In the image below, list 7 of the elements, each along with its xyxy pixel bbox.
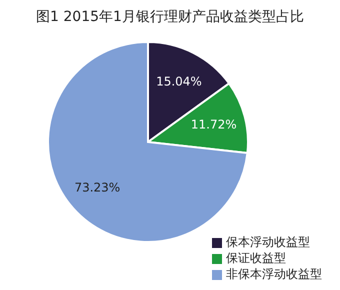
data-label: 11.72% bbox=[190, 118, 237, 132]
data-label: 73.23% bbox=[74, 180, 120, 194]
chart-title: 图1 2015年1月银行理财产品收益类型占比 bbox=[35, 8, 305, 27]
data-label: 15.04% bbox=[156, 74, 202, 88]
legend-label: 保证收益型 bbox=[226, 251, 286, 265]
legend-label: 非保本浮动收益型 bbox=[226, 267, 322, 281]
legend-label: 保本浮动收益型 bbox=[226, 235, 310, 249]
